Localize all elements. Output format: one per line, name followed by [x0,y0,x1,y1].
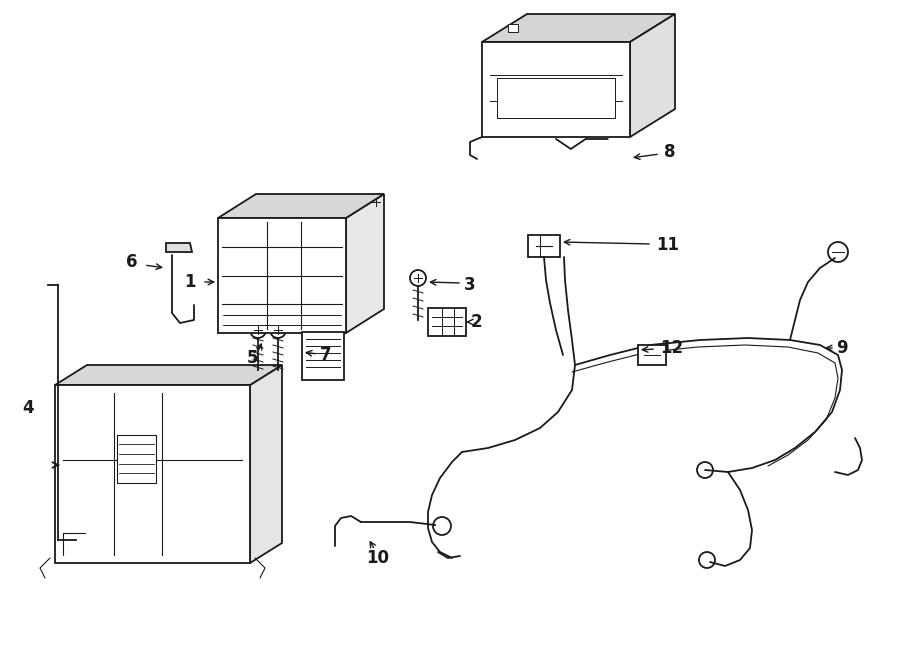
Polygon shape [250,365,282,563]
Polygon shape [218,194,384,218]
Polygon shape [428,308,466,336]
Polygon shape [482,14,675,42]
Text: 7: 7 [320,346,332,364]
Text: 3: 3 [464,276,476,294]
Polygon shape [117,435,157,483]
Text: 8: 8 [664,143,676,161]
Polygon shape [166,243,192,252]
Polygon shape [528,235,560,257]
Text: 6: 6 [126,253,138,271]
Polygon shape [630,14,675,137]
Text: 5: 5 [247,349,257,367]
Text: 12: 12 [661,339,684,357]
Polygon shape [346,194,384,333]
Polygon shape [55,385,250,563]
Text: 2: 2 [470,313,482,331]
Polygon shape [497,78,615,118]
Polygon shape [218,218,346,333]
Text: 9: 9 [836,339,848,357]
Polygon shape [508,24,518,32]
Text: 11: 11 [656,236,680,254]
Polygon shape [302,332,344,380]
Text: 10: 10 [366,549,390,567]
Polygon shape [55,365,282,385]
Text: 1: 1 [184,273,196,291]
Polygon shape [482,42,630,137]
Polygon shape [638,345,666,365]
Text: 4: 4 [22,399,34,417]
